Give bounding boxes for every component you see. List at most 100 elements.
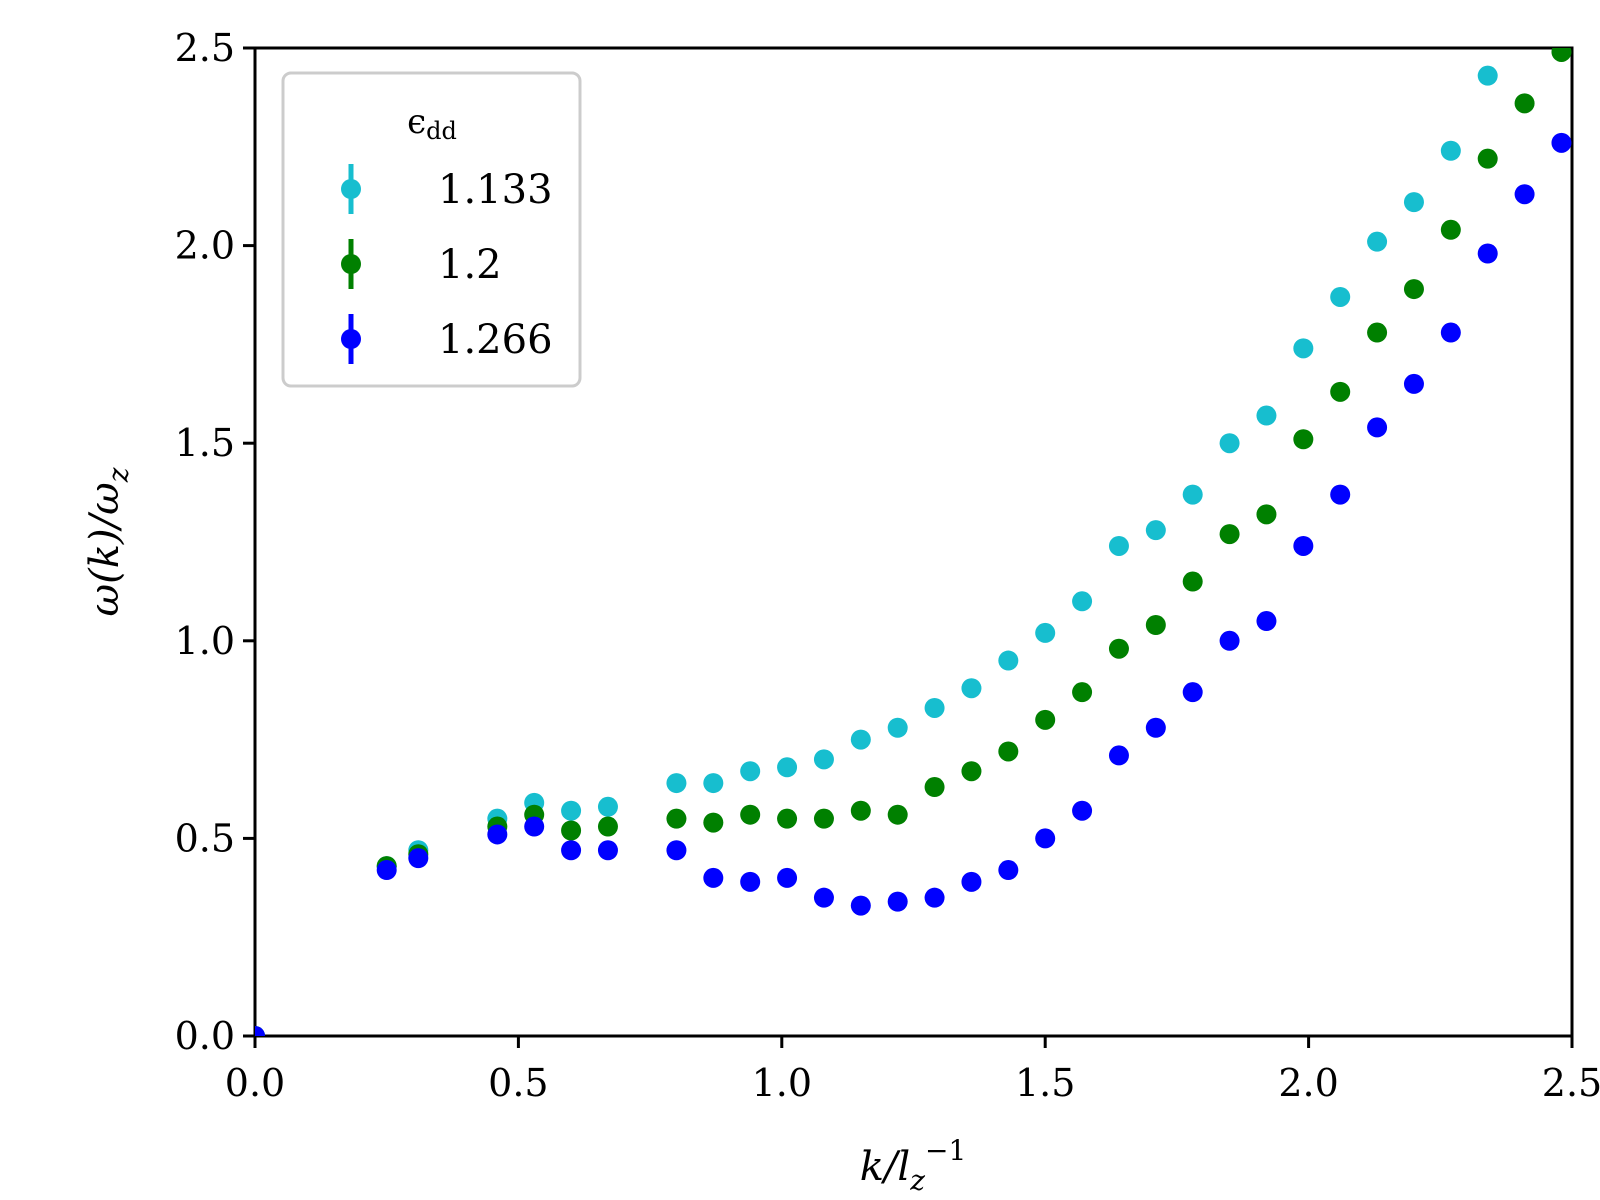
- data-point: [666, 840, 687, 861]
- x-tick-label: 2.5: [1542, 1061, 1600, 1105]
- data-point: [998, 650, 1019, 671]
- data-point: [1514, 184, 1535, 205]
- y-tick-label: 2.5: [175, 26, 235, 70]
- data-point: [1477, 148, 1498, 169]
- y-axis: 0.0 0.5 1.0 1.5 2.0 2.5: [175, 26, 255, 1058]
- y-tick-label: 1.0: [175, 619, 235, 663]
- data-point: [1551, 132, 1572, 153]
- x-tick-label: 1.0: [752, 1061, 812, 1105]
- data-point: [1182, 571, 1203, 592]
- data-point: [740, 804, 761, 825]
- legend-label: 1.2: [438, 242, 502, 288]
- data-point: [1293, 338, 1314, 359]
- legend-entry: 1.133: [341, 164, 553, 214]
- data-point: [666, 808, 687, 829]
- data-point: [1330, 286, 1351, 307]
- data-point: [1182, 484, 1203, 505]
- data-point: [1072, 682, 1093, 703]
- data-point: [703, 867, 724, 888]
- data-point: [1330, 381, 1351, 402]
- data-point: [740, 761, 761, 782]
- data-point: [1367, 231, 1388, 252]
- data-point: [1440, 140, 1461, 161]
- data-point: [998, 741, 1019, 762]
- data-point: [1035, 709, 1056, 730]
- legend-box: [281, 71, 582, 388]
- x-tick-label: 0.0: [225, 1061, 285, 1105]
- data-point: [1293, 535, 1314, 556]
- data-point: [408, 848, 429, 869]
- series-1.266: [255, 132, 1572, 1036]
- legend-entry: 1.266: [341, 314, 553, 364]
- data-point: [961, 761, 982, 782]
- data-point: [887, 717, 908, 738]
- legend: ϵdd 1.133 1.2 1.266: [281, 71, 582, 388]
- data-point: [376, 860, 397, 881]
- data-point: [1367, 322, 1388, 343]
- plot-frame: [253, 46, 1574, 1038]
- data-point: [1145, 717, 1166, 738]
- legend-marker-swatch: [341, 179, 361, 199]
- data-point: [1256, 504, 1277, 525]
- data-point: [1035, 828, 1056, 849]
- data-point: [1330, 484, 1351, 505]
- data-point: [1072, 800, 1093, 821]
- data-point: [1108, 535, 1129, 556]
- y-tick-label: 1.5: [175, 421, 235, 465]
- data-point: [703, 773, 724, 794]
- y-axis-label: ω(k)/ωz: [82, 467, 135, 616]
- data-point: [777, 757, 798, 778]
- data-point: [597, 816, 618, 837]
- legend-label: 1.133: [438, 167, 553, 213]
- data-point: [887, 804, 908, 825]
- data-point: [1477, 65, 1498, 86]
- legend-marker-swatch: [341, 254, 361, 274]
- data-point: [1108, 638, 1129, 659]
- data-point: [850, 800, 871, 821]
- x-tick-label: 0.5: [488, 1061, 548, 1105]
- data-point: [1219, 524, 1240, 545]
- data-point: [1440, 219, 1461, 240]
- data-point: [740, 871, 761, 892]
- data-point: [703, 812, 724, 833]
- data-point: [561, 820, 582, 841]
- data-point: [961, 678, 982, 699]
- data-point: [597, 840, 618, 861]
- data-point: [850, 729, 871, 750]
- data-point: [1182, 682, 1203, 703]
- data-point: [1514, 93, 1535, 114]
- y-tick-label: 2.0: [175, 224, 235, 268]
- data-point: [1219, 433, 1240, 454]
- data-point: [998, 860, 1019, 881]
- data-point: [487, 824, 508, 845]
- data-point: [1145, 614, 1166, 635]
- data-point: [813, 887, 834, 908]
- data-point: [777, 867, 798, 888]
- data-point: [1293, 429, 1314, 450]
- data-point: [961, 871, 982, 892]
- data-point: [1403, 192, 1424, 213]
- legend-entries: 1.133 1.2 1.266: [341, 164, 553, 364]
- series-1.133: [255, 65, 1498, 1036]
- x-tick-label: 1.5: [1015, 1061, 1075, 1105]
- data-point: [813, 749, 834, 770]
- data-point: [924, 777, 945, 798]
- data-point: [666, 773, 687, 794]
- data-point: [1403, 279, 1424, 300]
- data-point: [1551, 48, 1572, 62]
- data-point: [561, 840, 582, 861]
- legend-title: ϵdd: [407, 102, 457, 145]
- data-point: [924, 887, 945, 908]
- x-tick-label: 2.0: [1278, 1061, 1338, 1105]
- data-point: [1072, 591, 1093, 612]
- y-tick-label: 0.5: [175, 816, 235, 860]
- legend-entry: 1.2: [341, 239, 502, 289]
- data-points: [255, 48, 1572, 1036]
- data-point: [1440, 322, 1461, 343]
- data-point: [1256, 405, 1277, 426]
- y-tick-label: 0.0: [175, 1014, 235, 1058]
- x-axis-label: k/lz−1: [860, 1134, 967, 1197]
- data-point: [887, 891, 908, 912]
- data-point: [1367, 417, 1388, 438]
